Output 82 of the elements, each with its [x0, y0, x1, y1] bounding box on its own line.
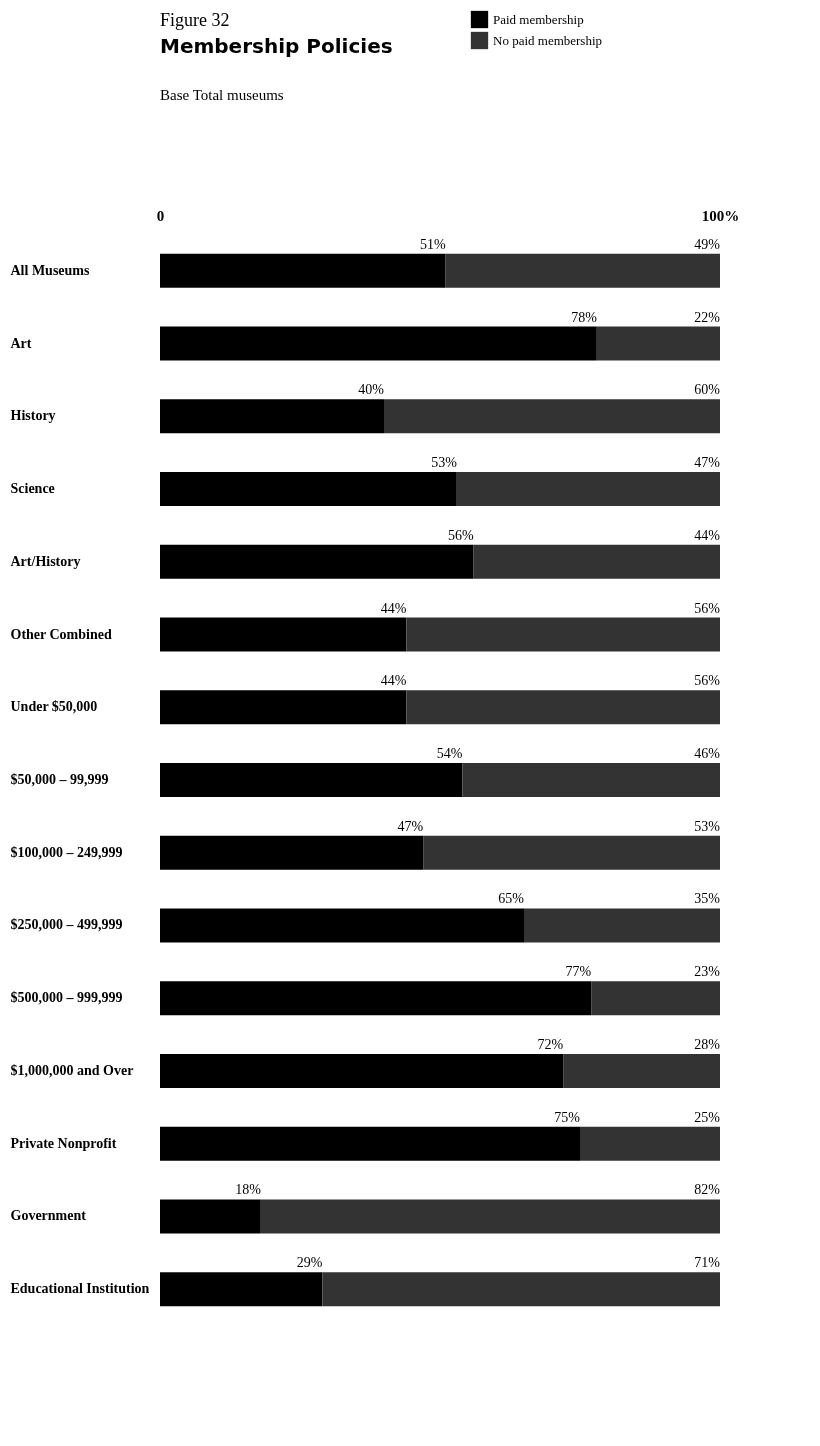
y-tick-label: $250,000 – 499,999	[10, 917, 123, 933]
bar	[160, 617, 407, 652]
x-tick-label: 0	[156, 207, 165, 224]
y-tick-label: Art/History	[10, 553, 81, 569]
bar	[160, 690, 407, 725]
data-label: 51%	[419, 236, 446, 252]
data-label: 44%	[694, 527, 721, 543]
chart-subtitle: Base Total museums	[160, 87, 284, 103]
bar	[160, 326, 597, 361]
y-tick-label: Government	[10, 1208, 87, 1224]
bar	[160, 253, 446, 288]
data-label: 46%	[694, 746, 721, 761]
caption: Figure 32	[160, 10, 230, 30]
bar	[423, 835, 720, 870]
data-label: 49%	[694, 236, 721, 252]
data-label: 53%	[431, 455, 458, 471]
bar	[563, 1053, 720, 1088]
y-tick-label: Educational Institution	[10, 1281, 150, 1297]
legend-label: No paid membership	[493, 32, 603, 48]
data-label: 56%	[694, 600, 721, 616]
bar	[596, 326, 720, 361]
bar	[160, 1272, 323, 1307]
data-label: 71%	[694, 1255, 721, 1271]
bar	[473, 544, 720, 579]
data-label: 56%	[694, 673, 721, 689]
data-label: 25%	[694, 1109, 721, 1125]
data-label: 47%	[694, 455, 721, 471]
data-label: 77%	[565, 964, 592, 980]
data-label: 53%	[694, 818, 721, 834]
data-label: 72%	[537, 1036, 564, 1052]
y-tick-label: $1,000,000 and Over	[10, 1062, 134, 1078]
bar	[445, 253, 720, 288]
y-tick-label: Science	[10, 481, 55, 497]
bar	[160, 1126, 580, 1161]
y-tick-label: All Museums	[10, 262, 90, 278]
bar	[322, 1272, 720, 1307]
bar	[160, 908, 524, 943]
bar	[384, 399, 720, 434]
bar	[160, 981, 592, 1016]
data-label: 47%	[397, 818, 424, 834]
bar	[406, 690, 720, 725]
bar	[160, 835, 424, 870]
data-label: 75%	[554, 1109, 581, 1125]
bar	[160, 472, 457, 507]
y-tick-label: $100,000 – 249,999	[10, 844, 123, 860]
y-tick-label: History	[10, 408, 56, 424]
x-tick-label: 100%	[701, 207, 740, 224]
bar	[591, 981, 720, 1016]
data-label: 35%	[694, 891, 721, 907]
data-label: 44%	[380, 673, 407, 689]
chart-title: Membership Policies	[160, 34, 393, 58]
data-label: 60%	[694, 382, 721, 398]
y-tick-label: Private Nonprofit	[10, 1135, 117, 1151]
data-label: 56%	[447, 527, 474, 543]
bar	[580, 1126, 720, 1161]
data-label: 44%	[380, 600, 407, 616]
y-tick-label: $500,000 – 999,999	[10, 990, 123, 1006]
bar	[160, 1053, 564, 1088]
y-tick-label: Art	[10, 335, 32, 351]
data-label: 29%	[296, 1255, 323, 1271]
bar	[160, 1199, 261, 1234]
data-label: 65%	[498, 891, 525, 907]
y-tick-label: $50,000 – 99,999	[10, 772, 109, 787]
data-label: 28%	[694, 1036, 721, 1052]
data-label: 22%	[694, 309, 721, 325]
bar	[160, 544, 474, 579]
data-label: 82%	[694, 1182, 721, 1198]
legend-label: Paid membership	[493, 11, 584, 27]
y-tick-label: Under $50,000	[10, 699, 98, 715]
bar	[456, 472, 720, 507]
bar	[260, 1199, 720, 1234]
bar	[524, 908, 720, 943]
bar	[160, 399, 384, 434]
data-label: 18%	[235, 1182, 262, 1198]
data-label: 54%	[436, 746, 463, 761]
y-tick-label: Other Combined	[10, 626, 112, 642]
bar	[160, 763, 463, 797]
data-label: 40%	[358, 382, 385, 398]
data-label: 78%	[571, 309, 598, 325]
bar	[406, 617, 720, 652]
data-label: 23%	[694, 964, 721, 980]
bar	[462, 763, 720, 797]
